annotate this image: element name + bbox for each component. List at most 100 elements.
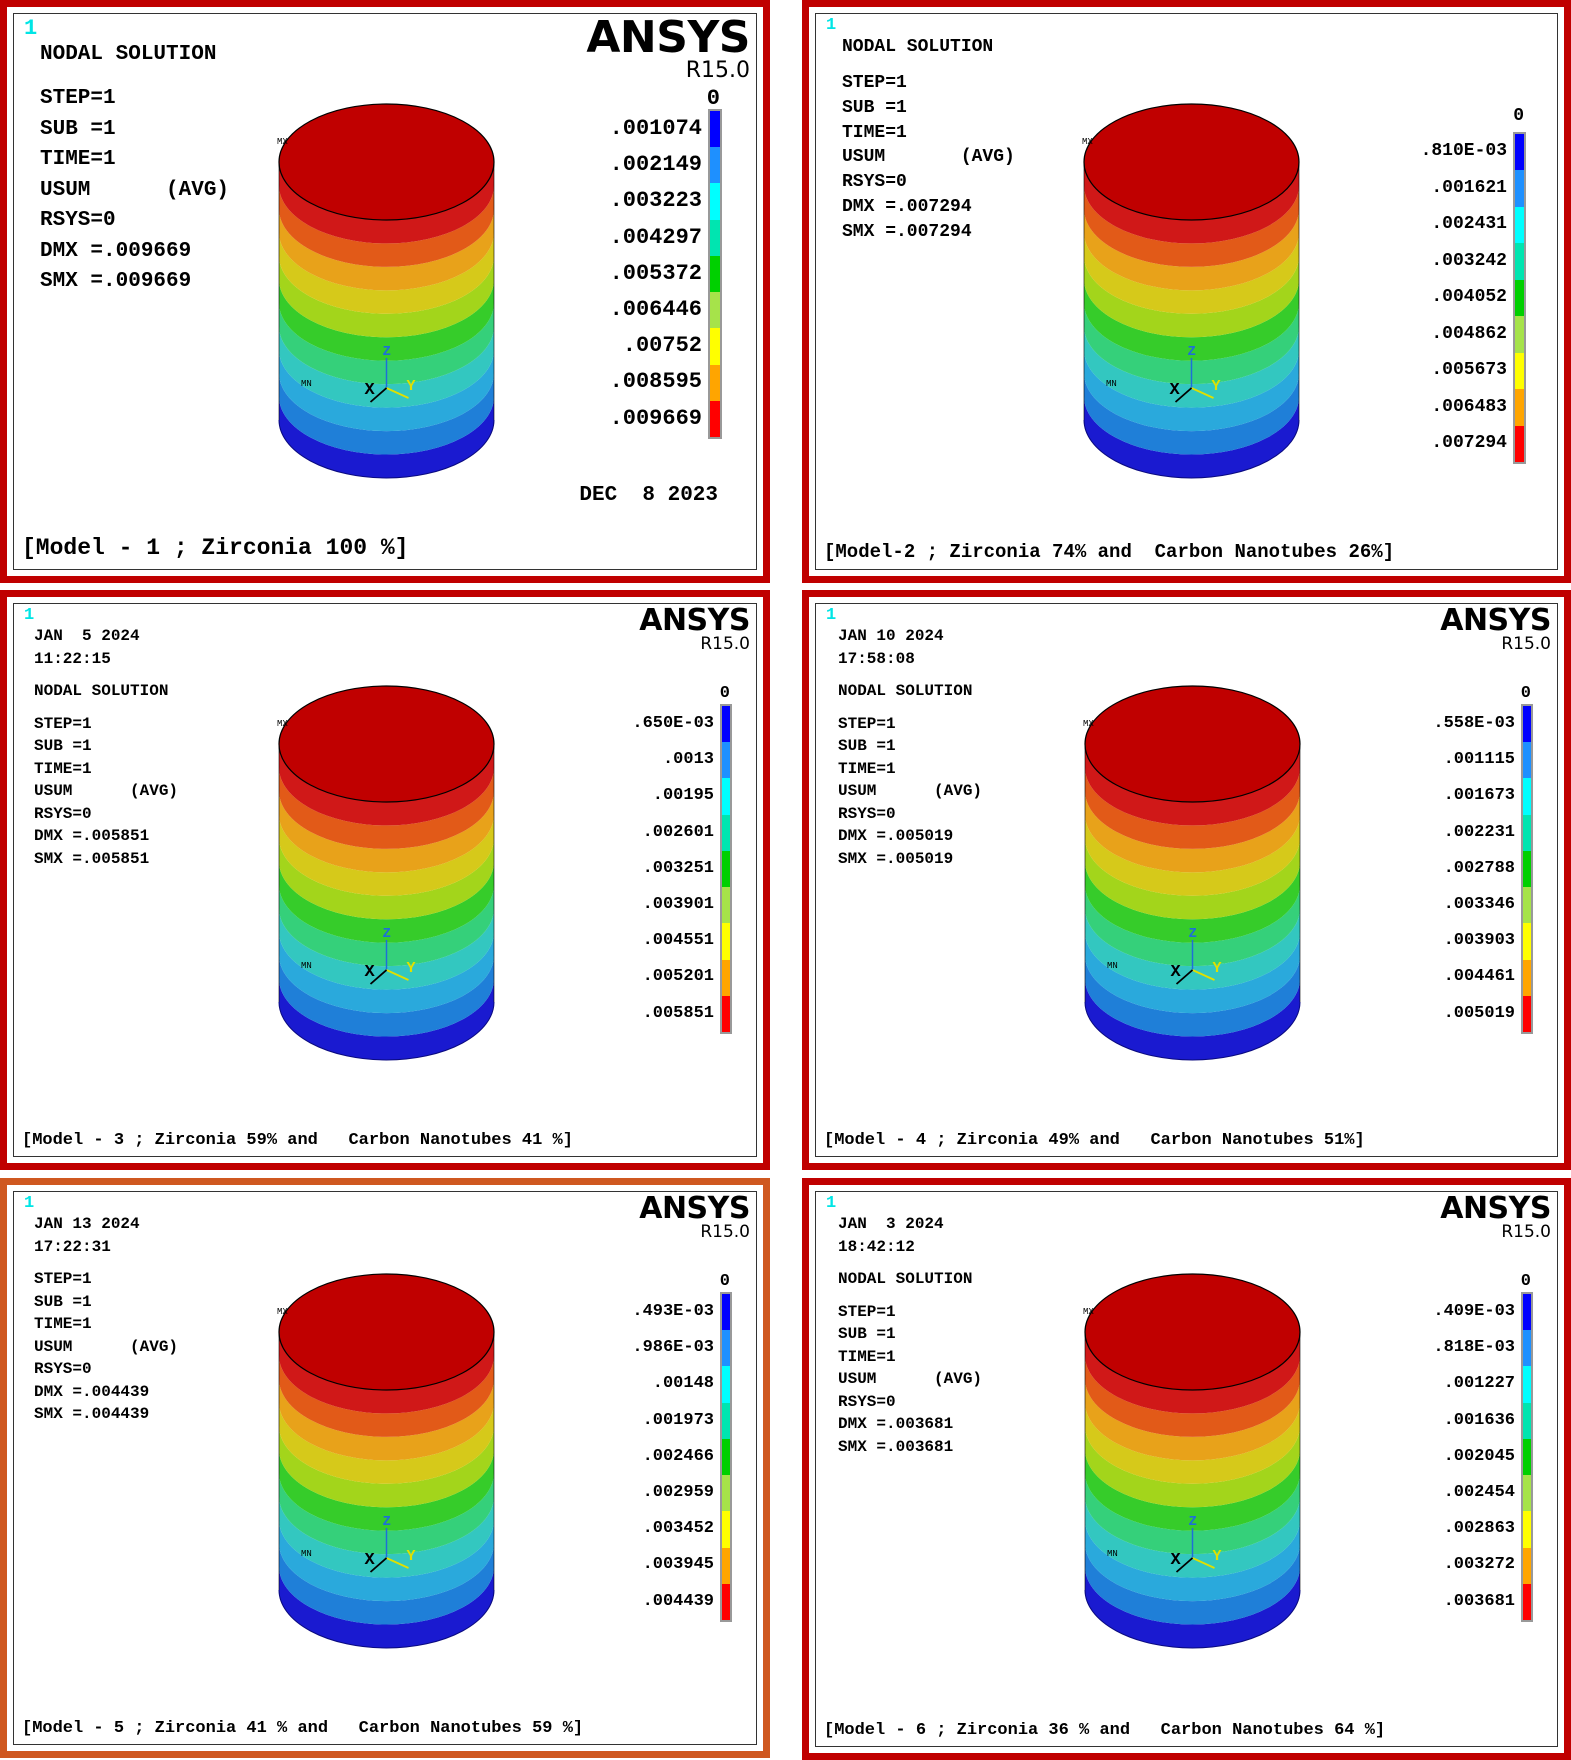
legend-swatch — [722, 850, 730, 888]
legend-label: .001973 — [642, 1410, 714, 1430]
legend-swatch — [722, 1438, 730, 1476]
info-line: RSYS=0 — [838, 1392, 896, 1411]
legend-swatch — [722, 1583, 730, 1620]
cylinder-band — [278, 744, 494, 826]
info-line: USUM (AVG) — [34, 782, 179, 801]
legend-swatch — [1523, 1438, 1531, 1476]
axis-z-label: Z — [1188, 1514, 1196, 1530]
legend-swatch — [1515, 134, 1524, 171]
legend-swatch — [722, 923, 730, 960]
axis-x-label: X — [364, 1551, 375, 1570]
legend-swatch — [1523, 1330, 1531, 1367]
info-line: SMX =.005019 — [838, 849, 954, 868]
info-line: SMX =.005851 — [34, 849, 150, 868]
legend-label: .006483 — [1431, 396, 1507, 417]
cylinder-band — [1084, 767, 1300, 849]
info-line: JAN 13 2024 — [34, 1215, 140, 1233]
legend-swatch — [722, 778, 730, 815]
graphics-window: 1 ANSYS R15.0 JAN 3 2024 18:42:12 NODAL SOLUT… — [815, 1191, 1558, 1747]
solution-info: JAN 5 2024 11:22:15 NODAL SOLUTION STEP=1 SU… — [34, 628, 178, 873]
graphics-window: 1 ANSYS R15.0 JAN 13 2024 17:22:31 STEP=1 SUB … — [13, 1191, 757, 1745]
legend-color-bar — [1521, 1292, 1533, 1622]
legend-label: .005201 — [642, 967, 714, 987]
info-line: NODAL SOLUTION — [40, 43, 217, 66]
cylinder-band — [278, 837, 494, 920]
axis-x-line — [369, 969, 387, 985]
cylinder-bottom-edge — [1083, 419, 1299, 479]
cylinder-band — [278, 255, 494, 338]
legend-swatch — [1515, 279, 1524, 317]
max-marker: MX — [1083, 719, 1094, 729]
info-line: DMX =.005019 — [838, 827, 954, 846]
info-line: NODAL SOLUTION — [838, 682, 973, 701]
info-line: DMX =.009669 — [40, 239, 192, 263]
legend-zero-label: 0 — [1513, 106, 1524, 126]
legend-swatch — [1523, 887, 1531, 924]
legend-label: .002149 — [609, 152, 702, 178]
legend-swatch — [722, 706, 730, 743]
legend-label: .00752 — [622, 333, 702, 359]
legend-swatch — [722, 814, 730, 851]
legend-swatch — [1515, 170, 1524, 207]
legend-swatch — [1523, 923, 1531, 960]
cylinder-band — [1083, 326, 1299, 408]
legend-swatch — [722, 1330, 730, 1367]
legend-swatch — [1523, 1366, 1531, 1403]
legend-label: .003903 — [1443, 931, 1515, 951]
info-line: JAN 3 2024 — [838, 1215, 944, 1233]
legend-label: .005019 — [1443, 1003, 1515, 1023]
cylinder-band — [1083, 232, 1299, 314]
brand-version: R15.0 — [700, 1222, 750, 1242]
brand-name: ANSYS — [1440, 1191, 1551, 1226]
legend-swatch — [1523, 1511, 1531, 1548]
brand-name: ANSYS — [1440, 603, 1551, 638]
info-line: USUM (AVG) — [838, 1370, 983, 1389]
info-line: USUM (AVG) — [842, 147, 1015, 168]
legend-zero-label: 0 — [1520, 1272, 1531, 1291]
info-line: USUM (AVG) — [34, 1337, 179, 1356]
panel-model-3: 1 ANSYS R15.0 JAN 5 2024 11:22:15 NODAL SOLUT… — [0, 590, 770, 1170]
cylinder-bottom-edge — [278, 419, 494, 479]
cylinder-band — [1083, 302, 1299, 385]
info-line: STEP=1 — [838, 1302, 896, 1321]
legend-label: .003452 — [642, 1519, 714, 1539]
cylinder-top-cap — [1083, 1273, 1301, 1391]
legend-swatch — [722, 959, 730, 996]
legend-color-bar — [1521, 704, 1533, 1034]
info-line: NODAL SOLUTION — [842, 37, 994, 57]
legend-swatch — [722, 1366, 730, 1403]
cylinder-bottom-edge — [278, 1589, 494, 1649]
legend-swatch — [710, 255, 720, 293]
cylinder-top-cap — [1083, 685, 1301, 803]
legend-label: .810E-03 — [1420, 141, 1507, 162]
brand-name: ANSYS — [586, 13, 750, 63]
legend-swatch — [1523, 850, 1531, 888]
legend-swatch — [710, 111, 720, 148]
legend-label: .650E-03 — [632, 713, 714, 733]
cylinder-band — [278, 767, 494, 849]
legend-swatch — [1515, 425, 1524, 462]
graphics-window: 1 ANSYS R15.0 JAN 5 2024 11:22:15 NODAL SOLUT… — [13, 603, 757, 1157]
cylinder-band — [278, 162, 494, 244]
legend-swatch — [722, 1294, 730, 1331]
axis-y-label: Y — [406, 1548, 415, 1565]
legend-label: .00148 — [652, 1374, 714, 1394]
cylinder-band — [1084, 955, 1300, 1037]
legend-label: .409E-03 — [1433, 1301, 1515, 1321]
legend-label: .004052 — [1431, 287, 1507, 308]
ansys-logo: ANSYS R15.0 — [1440, 606, 1551, 653]
axis-y-label: Y — [406, 960, 415, 977]
info-line: 17:22:31 — [34, 1237, 111, 1256]
cylinder-bottom-edge — [1084, 1589, 1300, 1649]
legend-label: .003346 — [1443, 895, 1515, 915]
info-line: USUM (AVG) — [40, 178, 230, 202]
cylinder-band — [1084, 931, 1300, 1014]
cylinder-band — [278, 1543, 494, 1625]
solution-info: NODAL SOLUTION STEP=1 SUB =1 TIME=1 USUM (AV… — [842, 38, 1015, 248]
axis-x-line — [369, 387, 387, 403]
cylinder-band — [278, 185, 494, 267]
info-line: RSYS=0 — [842, 172, 907, 193]
legend-swatch — [1523, 1547, 1531, 1584]
axis-x-label: X — [1170, 963, 1181, 982]
legend-label: .006446 — [609, 297, 702, 323]
